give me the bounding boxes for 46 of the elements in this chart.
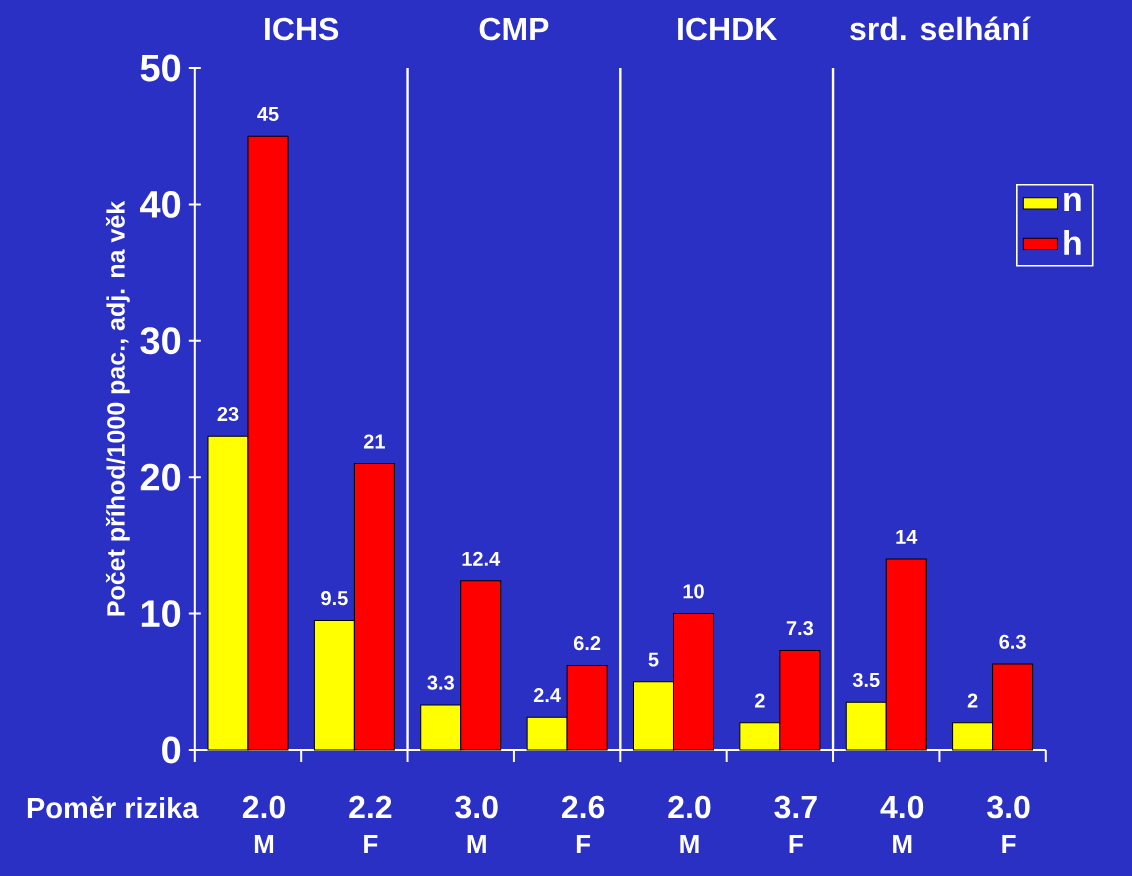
x-tick-label: F [364,835,378,853]
text: Poměr rizika [27,796,199,819]
data-label: 6.3 [999,634,1026,649]
data-label: 21 [363,434,385,449]
x-tick-label: M [680,835,699,853]
data-label: 23 [217,406,239,422]
text: 2.0 [242,795,285,819]
text: CMP [479,17,549,41]
data-label: 10 [683,584,704,599]
text: 2.0 [668,795,711,819]
text: 3.0 [455,795,498,819]
data-label: 45 [257,107,279,122]
y-axis-title: Počet příhod/1000 pac., adj. na věk [105,200,130,616]
data-label: 2.4 [533,688,561,703]
text: 4.0 [880,795,924,819]
y-tick-label: 10 [141,600,181,628]
y-tick-label: 30 [140,327,181,355]
data-label: 2 [754,693,765,708]
text: 3.7 [774,795,817,819]
data-label: 14 [896,530,918,544]
x-tick-label: F [576,835,591,853]
y-tick-label: 50 [140,54,181,82]
data-label: 6.2 [573,636,601,651]
y-tick-label: 0 [162,736,181,764]
text: 2.2 [349,795,392,818]
x-tick-label: M [893,835,912,853]
data-label: 5 [648,652,659,667]
text: ICHS [265,17,339,41]
legend-label: h [1064,230,1081,255]
legend-label: n [1064,192,1081,212]
data-label: 3.5 [852,672,880,688]
x-tick-label: M [254,835,274,853]
y-tick-label: 40 [140,190,181,218]
y-tick-label: 20 [140,463,181,491]
text: 2.6 [561,795,605,819]
x-tick-label: F [789,835,803,853]
text: ICHDK [678,17,778,41]
x-tick-label: M [467,835,486,853]
data-label: 3.3 [427,675,454,690]
data-label: 12.4 [462,551,501,566]
x-tick-label: F [1002,835,1016,853]
data-label: 2 [967,693,978,708]
data-label: 9.5 [321,591,348,606]
text: srd. selhání [850,16,1031,41]
text: 3.0 [987,795,1030,819]
data-label: 7.3 [786,621,814,636]
